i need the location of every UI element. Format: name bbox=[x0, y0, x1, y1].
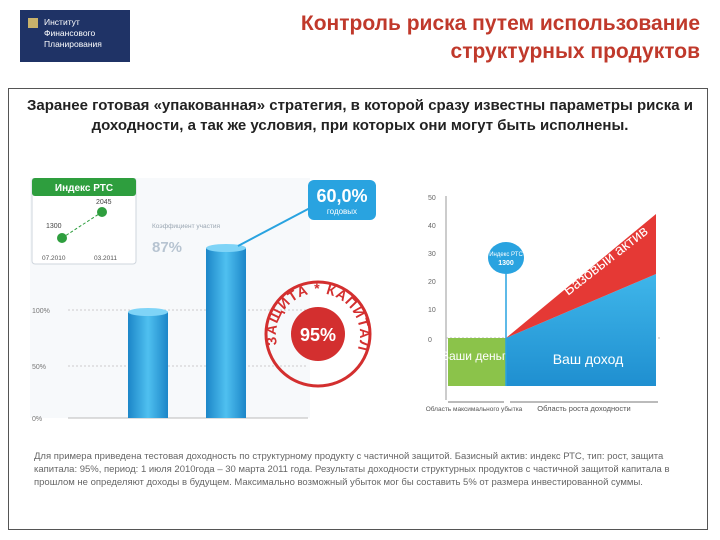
badge-pointer bbox=[237, 207, 311, 247]
your-income-label: Ваш доход bbox=[553, 351, 624, 367]
bar-capital bbox=[128, 312, 168, 418]
left-panel: 100% 50% 0% Индекс РТС 1300 2045 07.2010… bbox=[28, 178, 376, 423]
logo-text: Институт Финансового Планирования bbox=[44, 17, 102, 49]
base-asset-area bbox=[506, 214, 656, 338]
rts-date-start: 07.2010 bbox=[42, 255, 66, 262]
rts-card-header bbox=[32, 178, 136, 196]
right-chart: 50 40 30 20 10 0 Ваши деньги Ваш доход Б… bbox=[426, 195, 660, 413]
y-tick-label: 40 bbox=[428, 223, 436, 230]
rts-marker bbox=[488, 242, 524, 274]
content-frame bbox=[8, 88, 708, 530]
your-money-area bbox=[448, 338, 506, 386]
rts-marker-line1: Индекс РТС bbox=[489, 252, 523, 258]
seal-outer-ring bbox=[264, 280, 372, 388]
rts-value-start: 1300 bbox=[46, 223, 62, 230]
your-money-label: Ваши деньги bbox=[441, 349, 513, 363]
your-income-area bbox=[506, 274, 656, 386]
loss-area-label: Область максимального убытка bbox=[426, 405, 523, 413]
yield-badge-label: годовых bbox=[327, 207, 357, 216]
intro-text: Заранее готовая «упакованная» стратегия,… bbox=[27, 97, 693, 134]
rts-marker-line2: 1300 bbox=[498, 260, 514, 267]
y-tick-label: 50 bbox=[428, 195, 436, 202]
participation-label: Коэффициент участия bbox=[152, 223, 220, 230]
rts-card-title: Индекс РТС bbox=[55, 183, 113, 194]
rts-value-end: 2045 bbox=[96, 199, 112, 206]
rts-card-bg bbox=[31, 178, 137, 265]
growth-area-label: Область роста доходности bbox=[537, 404, 630, 413]
logo: Институт Финансового Планирования bbox=[20, 10, 130, 62]
y-tick-label: 30 bbox=[428, 251, 436, 258]
rts-point-start bbox=[57, 233, 67, 243]
rts-trend-line bbox=[61, 211, 103, 239]
rts-point-end bbox=[97, 207, 107, 217]
seal-center bbox=[291, 307, 345, 361]
rts-index-card: Индекс РТС 1300 2045 07.2010 03.2011 bbox=[31, 178, 137, 265]
y-tick-label: 100% bbox=[32, 308, 50, 315]
y-tick-label: 10 bbox=[428, 307, 436, 314]
yield-badge bbox=[308, 180, 376, 220]
y-tick-label: 0% bbox=[32, 416, 42, 423]
page-title: Контроль риска путем использование струк… bbox=[300, 12, 700, 63]
footnote: Для примера приведена тестовая доходност… bbox=[34, 451, 670, 488]
bar-income-top bbox=[206, 244, 246, 252]
participation-value: 87% bbox=[152, 239, 182, 256]
y-tick-label: 0 bbox=[428, 337, 432, 344]
logo-mark-icon bbox=[28, 18, 38, 28]
y-tick-label: 20 bbox=[428, 279, 436, 286]
yield-badge-value: 60,0% bbox=[316, 186, 367, 206]
rts-date-end: 03.2011 bbox=[94, 255, 117, 262]
structured-product-figure: 100% 50% 0% Индекс РТС 1300 2045 07.2010… bbox=[28, 178, 660, 423]
bar-income bbox=[206, 248, 246, 418]
y-tick-label: 50% bbox=[32, 364, 46, 371]
seal-value: 95% bbox=[300, 325, 336, 345]
bar-capital-top bbox=[128, 308, 168, 316]
